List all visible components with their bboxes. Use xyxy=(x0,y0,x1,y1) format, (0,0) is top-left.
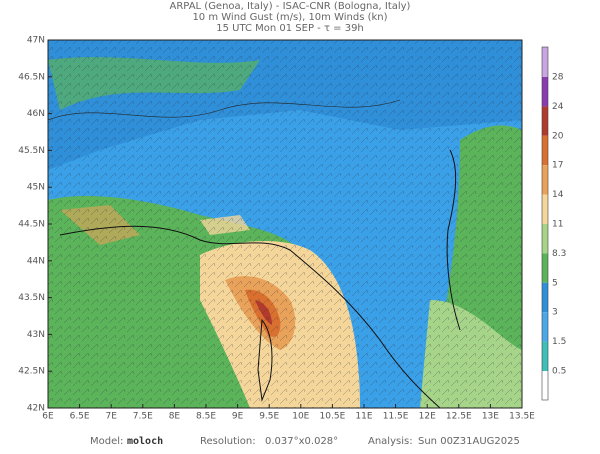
lon-label: 12E xyxy=(419,412,436,422)
lat-label: 46N xyxy=(27,109,45,119)
colorbar-band xyxy=(542,135,548,166)
lon-label: 9.5E xyxy=(259,412,279,422)
colorbar-label: 0.5 xyxy=(552,367,566,377)
colorbar-label: 1.5 xyxy=(552,337,566,347)
lat-label: 43N xyxy=(27,330,45,340)
lon-label: 10.5E xyxy=(320,412,346,422)
footer-value: moloch xyxy=(127,436,163,447)
lon-label: 8E xyxy=(169,412,181,422)
header-line: 10 m Wind Gust (m/s), 10m Winds (kn) xyxy=(192,12,387,23)
colorbar-band xyxy=(542,371,548,400)
colorbar-label: 17 xyxy=(552,161,563,171)
footer-label: Model: xyxy=(90,436,123,447)
map-field xyxy=(48,40,522,408)
lon-label: 13.5E xyxy=(509,412,535,422)
colorbar-band xyxy=(542,224,548,254)
footer-value: 0.037°x0.028° xyxy=(265,436,338,447)
lon-label: 9E xyxy=(232,412,244,422)
colorbar-band xyxy=(542,312,548,342)
lon-label: 7E xyxy=(105,412,117,422)
lon-label: 13E xyxy=(482,412,499,422)
colorbar-label: 5 xyxy=(552,278,558,288)
colorbar-frame xyxy=(541,46,549,401)
lat-label: 43.5N xyxy=(18,293,45,303)
colorbar: 28 24 20 17 14 11 8.3 5 3 1.5 0.5 xyxy=(541,46,566,401)
colorbar-label: 20 xyxy=(552,131,564,141)
footer-label: Resolution: xyxy=(200,436,256,447)
colorbar-band xyxy=(542,282,548,313)
lon-label: 6.5E xyxy=(70,412,90,422)
footer-label: Analysis: xyxy=(368,436,413,447)
lon-label: 8.5E xyxy=(196,412,216,422)
lon-axis: 6E 6.5E 7E 7.5E 8E 8.5E 9E 9.5E 10E 10.5E 11E 11.5E… xyxy=(42,404,535,422)
lon-label: 11.5E xyxy=(383,412,409,422)
lat-label: 42.5N xyxy=(18,367,45,377)
lat-label: 42N xyxy=(27,404,45,414)
colorbar-label: 24 xyxy=(552,102,564,112)
colorbar-band xyxy=(542,194,548,224)
lon-label: 10E xyxy=(292,412,309,422)
colorbar-band xyxy=(542,165,548,195)
colorbar-label: 14 xyxy=(552,190,564,200)
colorbar-label: 11 xyxy=(552,220,563,230)
colorbar-label: 28 xyxy=(552,73,564,83)
lat-label: 47N xyxy=(27,36,45,46)
lat-label: 45.5N xyxy=(18,146,45,156)
colorbar-label: 8.3 xyxy=(552,249,566,259)
lon-label: 11E xyxy=(355,412,372,422)
footer-value: Sun 00Z31AUG2025 xyxy=(418,436,520,447)
header-line: ARPAL (Genoa, Italy) - ISAC-CNR (Bologna… xyxy=(170,1,411,12)
colorbar-band xyxy=(542,47,548,77)
lat-label: 45N xyxy=(27,183,45,193)
header-line: 15 UTC Mon 01 SEP - τ = 39h xyxy=(216,23,364,34)
lat-label: 44.5N xyxy=(18,220,45,230)
colorbar-label: 3 xyxy=(552,308,558,318)
lon-label: 6E xyxy=(42,412,54,422)
lat-axis: 47N 46.5N 46N 45.5N 45N 44.5N 44N 43.5N 43N 42.5N… xyxy=(18,36,52,414)
lon-label: 7.5E xyxy=(133,412,153,422)
colorbar-band xyxy=(542,77,548,107)
colorbar-band xyxy=(542,341,548,371)
colorbar-band xyxy=(542,253,548,283)
lon-label: 12.5E xyxy=(446,412,472,422)
colorbar-band xyxy=(542,106,548,136)
lat-label: 44N xyxy=(27,256,45,266)
lat-label: 46.5N xyxy=(18,72,45,82)
